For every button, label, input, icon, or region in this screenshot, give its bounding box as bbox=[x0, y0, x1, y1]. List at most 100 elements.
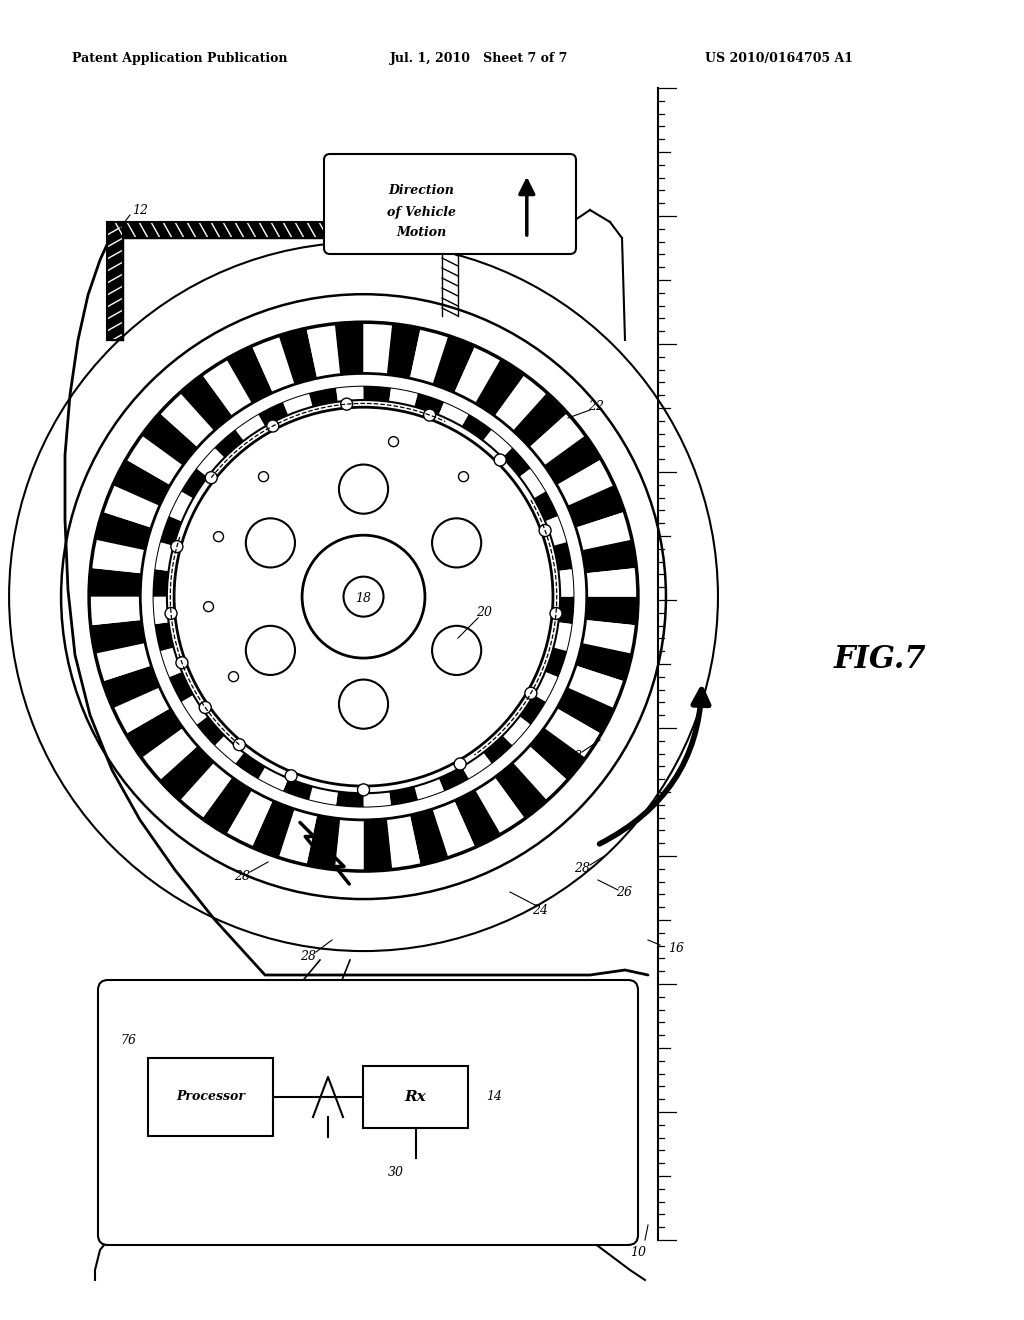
Polygon shape bbox=[181, 694, 208, 725]
Polygon shape bbox=[519, 469, 546, 499]
Polygon shape bbox=[534, 491, 557, 521]
Polygon shape bbox=[545, 648, 566, 677]
Polygon shape bbox=[180, 375, 232, 430]
Polygon shape bbox=[126, 709, 183, 758]
Polygon shape bbox=[438, 767, 469, 791]
Polygon shape bbox=[483, 430, 512, 458]
Circle shape bbox=[205, 471, 217, 483]
Polygon shape bbox=[575, 643, 632, 681]
Circle shape bbox=[343, 577, 384, 616]
Polygon shape bbox=[389, 787, 418, 805]
Polygon shape bbox=[141, 727, 198, 780]
Circle shape bbox=[339, 465, 388, 513]
Circle shape bbox=[339, 680, 388, 729]
Text: 26: 26 bbox=[616, 887, 632, 899]
Polygon shape bbox=[410, 329, 449, 384]
Polygon shape bbox=[557, 688, 614, 734]
Circle shape bbox=[302, 535, 425, 659]
Circle shape bbox=[246, 519, 295, 568]
Polygon shape bbox=[236, 414, 265, 441]
Polygon shape bbox=[279, 329, 317, 384]
Circle shape bbox=[246, 626, 295, 675]
Polygon shape bbox=[553, 622, 571, 651]
Polygon shape bbox=[180, 763, 232, 818]
Polygon shape bbox=[410, 809, 449, 865]
Text: 28: 28 bbox=[234, 870, 250, 883]
Polygon shape bbox=[309, 388, 338, 407]
Polygon shape bbox=[432, 335, 475, 393]
Polygon shape bbox=[197, 449, 224, 477]
Polygon shape bbox=[495, 763, 547, 818]
Polygon shape bbox=[438, 403, 469, 426]
Text: Processor: Processor bbox=[176, 1090, 245, 1104]
Text: Rx: Rx bbox=[404, 1090, 426, 1104]
Bar bbox=[362, 1067, 468, 1129]
Polygon shape bbox=[415, 393, 443, 414]
Polygon shape bbox=[545, 516, 566, 545]
Polygon shape bbox=[534, 672, 557, 702]
Polygon shape bbox=[387, 323, 421, 379]
Polygon shape bbox=[415, 779, 443, 800]
Polygon shape bbox=[455, 346, 501, 404]
Polygon shape bbox=[462, 752, 492, 779]
Polygon shape bbox=[475, 359, 525, 416]
Polygon shape bbox=[503, 717, 530, 744]
Circle shape bbox=[357, 784, 370, 796]
Polygon shape bbox=[483, 735, 512, 763]
Circle shape bbox=[341, 399, 352, 411]
Polygon shape bbox=[503, 449, 530, 477]
Polygon shape bbox=[336, 387, 364, 401]
Polygon shape bbox=[586, 568, 638, 597]
Polygon shape bbox=[202, 777, 252, 834]
Text: 76: 76 bbox=[120, 1034, 136, 1047]
Polygon shape bbox=[336, 792, 364, 807]
Polygon shape bbox=[226, 789, 272, 847]
Polygon shape bbox=[90, 620, 145, 653]
Polygon shape bbox=[95, 643, 152, 681]
Polygon shape bbox=[284, 393, 312, 414]
Polygon shape bbox=[529, 727, 586, 780]
Polygon shape bbox=[553, 543, 571, 572]
Text: 14: 14 bbox=[486, 1090, 502, 1104]
Text: Motion: Motion bbox=[396, 226, 446, 239]
Circle shape bbox=[454, 758, 466, 770]
Text: 10: 10 bbox=[630, 1246, 646, 1258]
Text: of Vehicle: of Vehicle bbox=[387, 206, 456, 219]
Polygon shape bbox=[462, 414, 492, 441]
Polygon shape bbox=[160, 392, 214, 447]
Polygon shape bbox=[141, 413, 198, 466]
Polygon shape bbox=[236, 752, 265, 779]
Polygon shape bbox=[364, 322, 392, 375]
Polygon shape bbox=[154, 569, 169, 597]
Polygon shape bbox=[567, 484, 625, 528]
Polygon shape bbox=[582, 620, 637, 653]
Polygon shape bbox=[170, 491, 194, 521]
Polygon shape bbox=[586, 597, 638, 626]
Polygon shape bbox=[306, 814, 340, 870]
Polygon shape bbox=[226, 346, 272, 404]
Polygon shape bbox=[529, 413, 586, 466]
Circle shape bbox=[200, 701, 211, 714]
Text: 28: 28 bbox=[574, 862, 590, 875]
Polygon shape bbox=[335, 818, 364, 871]
Polygon shape bbox=[252, 800, 295, 858]
Polygon shape bbox=[335, 322, 364, 375]
Polygon shape bbox=[558, 597, 573, 624]
Circle shape bbox=[165, 607, 177, 619]
Polygon shape bbox=[513, 392, 567, 447]
Text: 28: 28 bbox=[566, 750, 582, 763]
Polygon shape bbox=[567, 665, 625, 709]
Polygon shape bbox=[575, 512, 632, 550]
Text: Patent Application Publication: Patent Application Publication bbox=[72, 51, 288, 65]
Polygon shape bbox=[309, 787, 338, 805]
Polygon shape bbox=[364, 387, 391, 401]
Circle shape bbox=[228, 672, 239, 681]
Circle shape bbox=[388, 437, 398, 446]
Polygon shape bbox=[513, 746, 567, 801]
Polygon shape bbox=[582, 540, 637, 573]
Circle shape bbox=[176, 657, 188, 669]
Circle shape bbox=[174, 407, 553, 787]
Circle shape bbox=[167, 400, 560, 793]
Circle shape bbox=[233, 739, 246, 751]
Polygon shape bbox=[102, 665, 160, 709]
